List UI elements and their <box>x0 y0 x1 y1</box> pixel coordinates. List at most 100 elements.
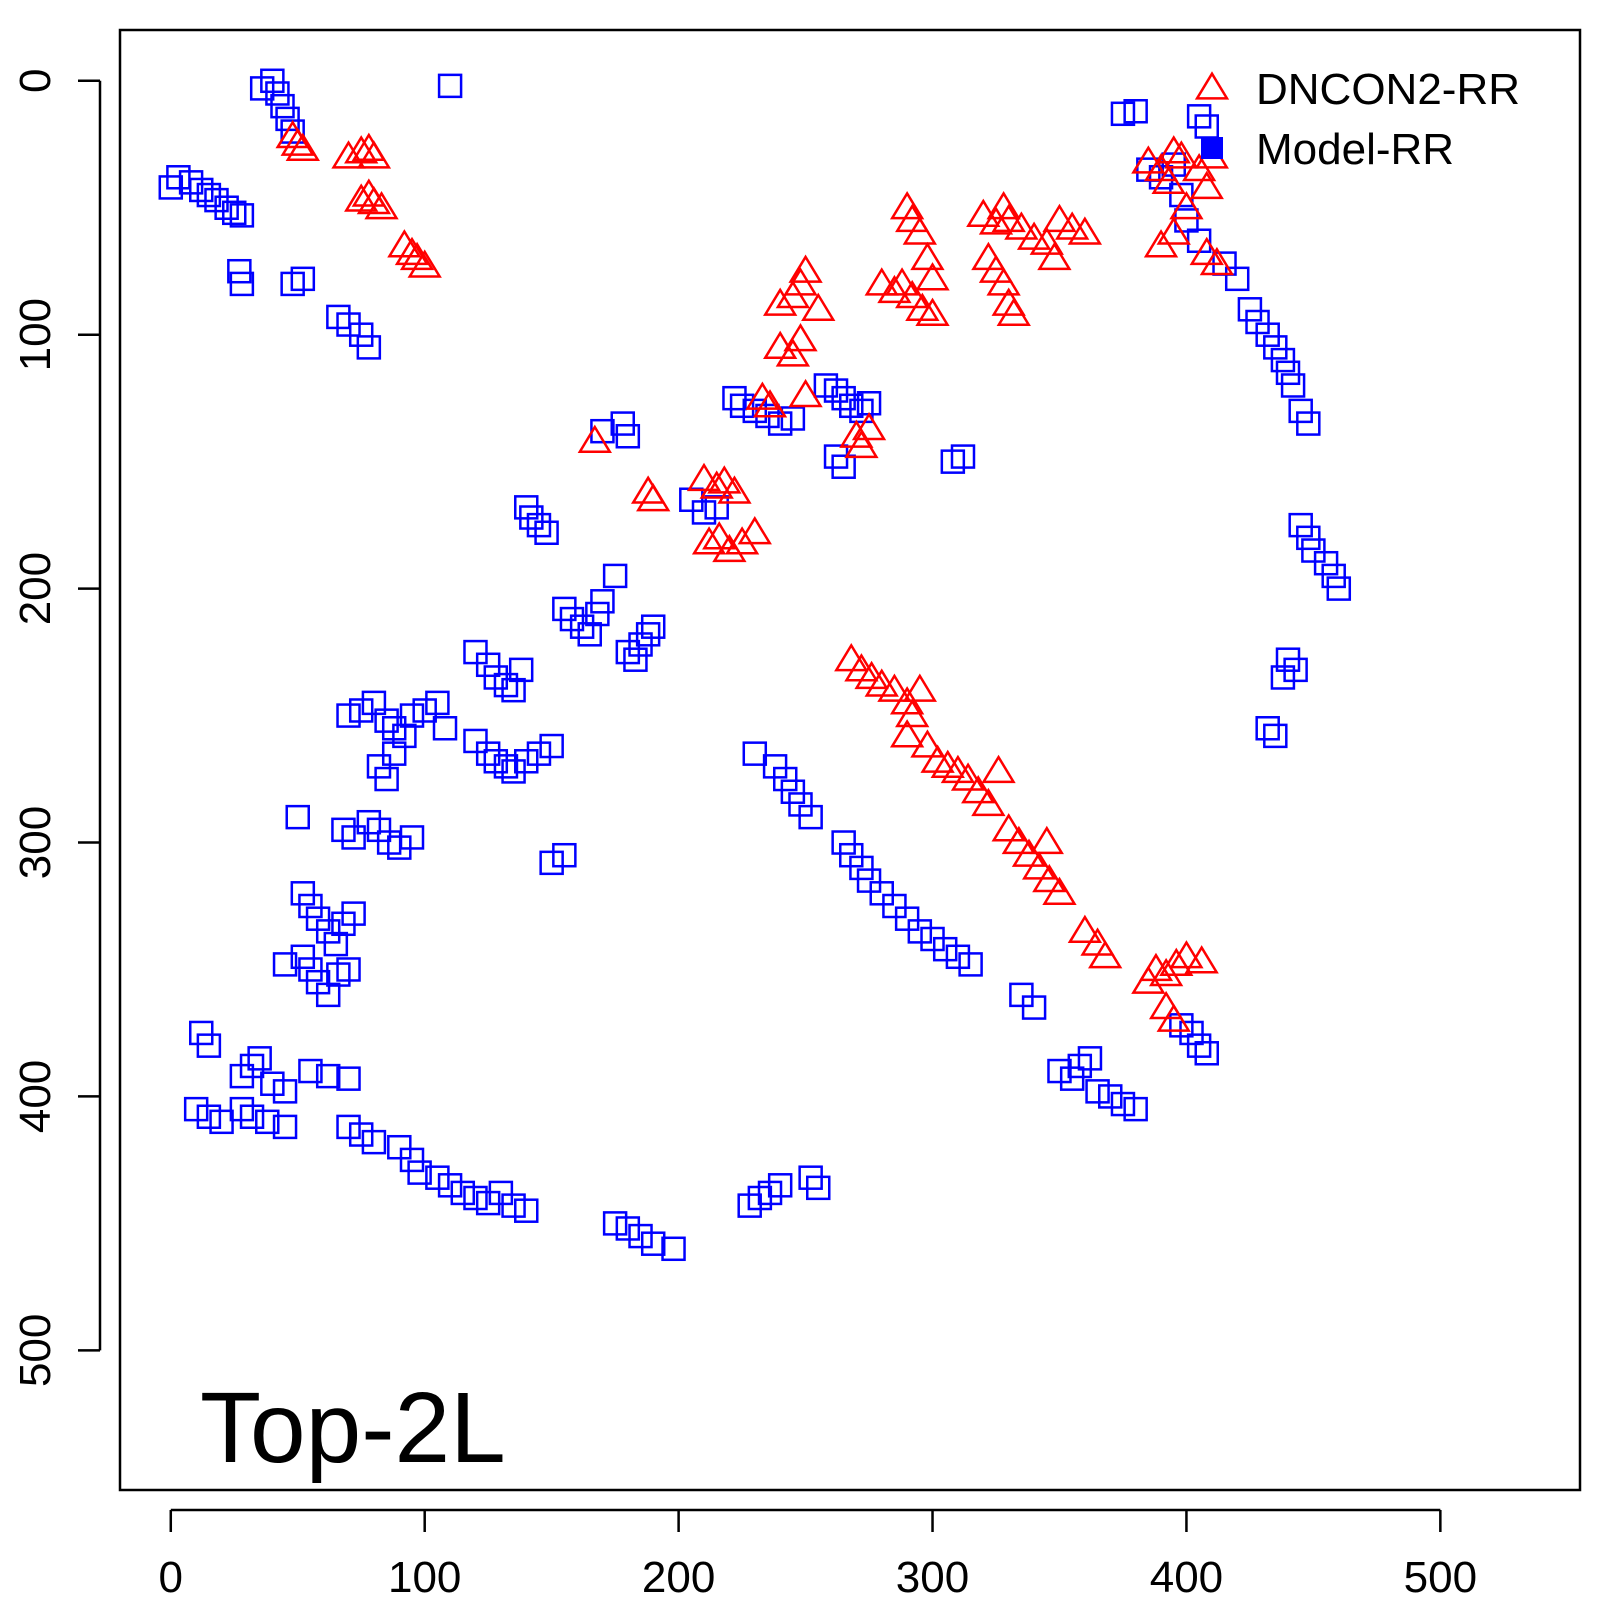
model-rr-point <box>767 1173 793 1198</box>
dncon2-rr-point <box>1067 216 1103 245</box>
model-rr-point <box>1296 525 1321 551</box>
model-rr-point <box>640 1231 666 1256</box>
y-tick-label: 500 <box>11 1314 60 1387</box>
dncon2-rr-point <box>1199 246 1235 276</box>
dncon2-rr-point <box>364 191 399 220</box>
dncon2-rr-point <box>851 411 887 441</box>
model-rr-point <box>366 754 392 779</box>
dncon2-rr-point <box>636 483 671 512</box>
dncon2-rr-point <box>986 191 1021 220</box>
model-rr-point <box>270 93 295 119</box>
model-rr-point <box>590 589 615 614</box>
dncon2-rr-point <box>577 424 612 453</box>
dncon2-rr-point <box>788 378 823 408</box>
model-rr-point <box>493 672 519 698</box>
model-rr-point <box>1123 99 1148 124</box>
model-rr-point <box>514 1198 539 1223</box>
x-tick-label: 400 <box>1150 1553 1223 1600</box>
model-rr-point <box>399 703 425 728</box>
model-rr-point <box>722 385 747 411</box>
model-rr-point <box>222 200 247 226</box>
model-rr-point <box>526 741 552 766</box>
model-rr-point <box>412 698 437 723</box>
y-axis: 0 100 200 300 400 500 <box>11 69 102 1387</box>
model-rr-point <box>341 825 366 850</box>
model-rr-point <box>493 754 519 779</box>
legend: DNCON2-RR Model-RR <box>1194 65 1520 174</box>
dncon2-rr-point <box>1169 191 1204 220</box>
model-rr-point <box>1288 512 1313 538</box>
model-rr-point <box>958 952 983 977</box>
y-tick-label: 0 <box>11 69 60 93</box>
dncon2-rr-point <box>978 206 1014 235</box>
model-rr-point <box>798 804 823 830</box>
dncon2-rr-point <box>905 292 940 321</box>
model-rr-point <box>1326 576 1352 601</box>
model-rr-point <box>272 952 298 977</box>
model-rr-point <box>661 1236 686 1262</box>
plot-frame <box>118 28 1582 1492</box>
model-rr-point <box>265 81 290 106</box>
model-rr-point <box>623 647 648 672</box>
model-rr-point <box>950 444 976 469</box>
model-rr-point <box>1077 1046 1103 1071</box>
model-rr-point <box>508 657 534 683</box>
model-rr-point <box>437 1173 463 1198</box>
dncon2-rr-point <box>399 241 435 271</box>
dncon2-rr-point <box>961 775 996 804</box>
model-rr-point <box>315 919 341 944</box>
dncon2-rr-point <box>1029 825 1064 855</box>
x-tick-label: 500 <box>1404 1553 1477 1600</box>
model-rr-point <box>285 804 310 830</box>
model-rr-point <box>806 1175 831 1201</box>
dncon2-rr-point <box>1004 211 1039 240</box>
dncon2-rr-point <box>864 267 899 296</box>
legend-square-icon <box>1201 137 1223 159</box>
dncon2-rr-point <box>280 127 315 156</box>
model-rr-point <box>501 677 526 703</box>
model-rr-point <box>209 1109 234 1135</box>
model-rr-point <box>1280 373 1306 398</box>
dncon2-rr-point <box>775 338 811 367</box>
legend-triangle-icon <box>1194 71 1230 100</box>
dncon2-rr-point <box>981 754 1016 784</box>
model-rr-point <box>823 378 849 403</box>
model-rr-point <box>196 1033 222 1058</box>
model-rr-point <box>336 1114 361 1140</box>
dncon2-rr-point <box>285 132 320 161</box>
legend-label: Model-RR <box>1256 125 1454 174</box>
model-rr-point <box>1021 995 1047 1020</box>
dncon2-rr-point <box>1029 226 1064 255</box>
dncon2-rr-point <box>991 203 1026 233</box>
x-tick-label: 100 <box>388 1553 461 1600</box>
model-rr-point <box>569 614 595 639</box>
model-rr-point <box>742 741 768 766</box>
dncon2-rr-point <box>1156 1003 1191 1032</box>
dncon2-rr-point <box>902 673 937 702</box>
dncon2-rr-point <box>1184 945 1219 974</box>
model-rr-point <box>945 944 971 970</box>
model-rr-point <box>374 766 399 792</box>
model-rr-point <box>298 893 323 919</box>
model-rr-point <box>1288 398 1313 424</box>
dncon2-rr-point <box>745 381 780 410</box>
model-rr-point <box>1009 982 1034 1008</box>
dncon2-rr-point <box>1032 863 1067 893</box>
dncon2-rr-point <box>877 673 912 702</box>
dncon2-rr-point <box>702 521 737 550</box>
model-rr-point <box>780 779 806 804</box>
model-rr-point <box>1313 550 1339 576</box>
model-rr-point <box>1110 101 1136 127</box>
dncon2-rr-point <box>1148 957 1184 987</box>
dncon2-rr-point <box>971 787 1006 817</box>
dncon2-rr-point <box>407 249 442 278</box>
model-rr-point <box>425 1165 450 1190</box>
model-rr-point <box>1148 165 1174 190</box>
dncon2-rr-point <box>889 191 925 220</box>
model-rr-point <box>260 68 285 94</box>
model-rr-point <box>361 1129 387 1155</box>
dncon2-rr-point <box>783 323 818 352</box>
dncon2-rr-point <box>394 236 430 266</box>
